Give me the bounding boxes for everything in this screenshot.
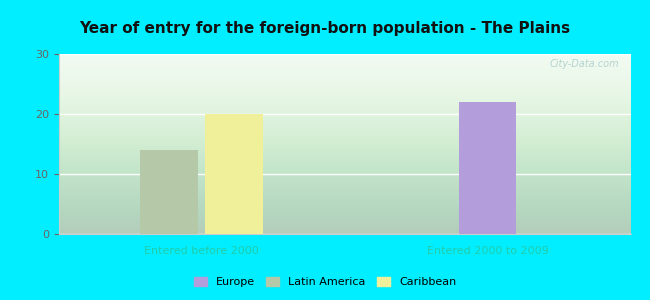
Text: City-Data.com: City-Data.com bbox=[549, 59, 619, 69]
Bar bbox=[459, 102, 516, 234]
Bar bbox=[140, 150, 198, 234]
Legend: Europe, Latin America, Caribbean: Europe, Latin America, Caribbean bbox=[189, 272, 461, 291]
Text: Year of entry for the foreign-born population - The Plains: Year of entry for the foreign-born popul… bbox=[79, 21, 571, 36]
Text: Entered before 2000: Entered before 2000 bbox=[144, 246, 259, 256]
Bar bbox=[205, 114, 263, 234]
Text: Entered 2000 to 2009: Entered 2000 to 2009 bbox=[426, 246, 549, 256]
